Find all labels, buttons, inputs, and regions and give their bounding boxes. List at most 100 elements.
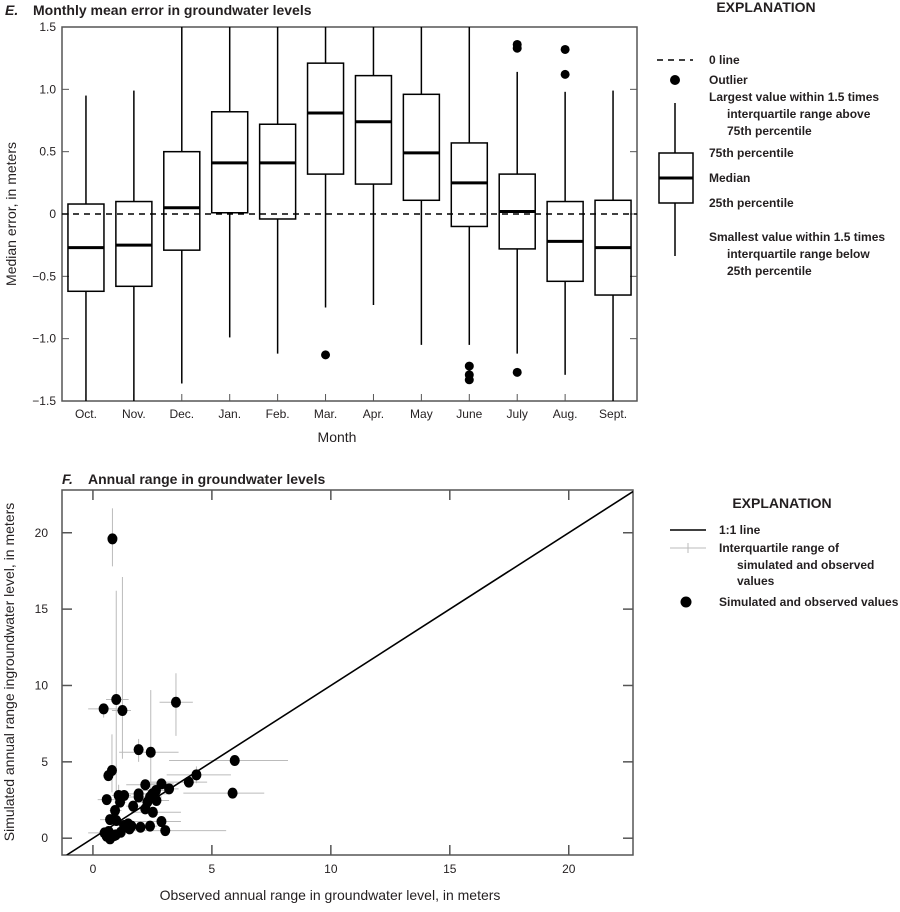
panel-f-title: Annual range in groundwater levels [88, 471, 325, 487]
panel-e-ylabel: Median error, in meters [3, 142, 19, 286]
box [450, 142, 489, 228]
legend-median: Median [709, 171, 750, 185]
data-point [156, 816, 167, 828]
x-tick-label: Nov. [122, 407, 146, 421]
data-point [164, 783, 175, 795]
legend-smallest-1: Smallest value within 1.5 times [709, 230, 885, 244]
panel-f: F. Annual range in groundwater levels Ob… [1, 471, 899, 903]
x-tick-label: Mar. [314, 407, 337, 421]
data-point [145, 791, 156, 803]
legend-point-symbol [680, 596, 692, 608]
y-tick-label: 0 [41, 831, 48, 845]
x-tick-label: Feb. [266, 407, 290, 421]
legend-zero-line-label: 0 line [709, 53, 740, 67]
panel-f-plot: 0 5 10 15 20 0 5 10 15 20 [35, 489, 634, 876]
x-tick-label: Sept. [599, 407, 627, 421]
data-point [111, 814, 122, 826]
x-tick-label: July [507, 407, 528, 421]
data-point [183, 776, 194, 788]
data-point [107, 533, 118, 545]
data-point [229, 754, 240, 766]
outlier-point [512, 39, 522, 49]
data-point [135, 821, 146, 833]
legend-smallest-2: interquartile range below [727, 247, 870, 261]
legend-heading: EXPLANATION [716, 0, 815, 15]
box [163, 150, 201, 251]
x-tick-label: 10 [324, 862, 338, 876]
legend-outlier-symbol [670, 75, 680, 85]
panel-e-plot: −1.5 −1.0 −0.5 0 0.5 1.0 1.5 Oct. Nov. Dec. Jan. Fe… [32, 20, 638, 421]
x-tick-label: 15 [443, 862, 457, 876]
box [306, 62, 345, 175]
panel-e: E. Monthly mean error in groundwater lev… [3, 0, 885, 445]
y-tick-label: 15 [35, 602, 49, 616]
data-point [140, 779, 151, 791]
y-tick-label: 0 [49, 207, 56, 221]
legend-iqr-2: simulated and observed [737, 558, 874, 572]
data-point [124, 823, 135, 835]
outlier-point [464, 361, 474, 371]
data-point [111, 694, 122, 706]
panel-f-letter: F. [62, 471, 73, 487]
plot-frame [61, 489, 634, 856]
legend-p25: 25th percentile [709, 196, 794, 210]
y-tick-label: 5 [41, 755, 48, 769]
data-point [115, 796, 126, 808]
outlier-point [560, 44, 570, 54]
x-tick-label: Dec. [169, 407, 194, 421]
data-point [170, 696, 181, 708]
x-tick-label: Jan. [218, 407, 241, 421]
plot-area [66, 490, 633, 855]
data-point [145, 746, 156, 758]
panel-e-legend: EXPLANATION 0 line Outlier Largest value… [657, 0, 885, 278]
data-point [101, 794, 112, 806]
panel-e-xlabel: Month [318, 429, 357, 445]
data-point [191, 769, 202, 781]
data-point [128, 800, 139, 812]
box [258, 123, 297, 220]
y-tick-label: 10 [35, 678, 49, 692]
data-point [140, 803, 151, 815]
legend-largest-3: 75th percentile [727, 124, 812, 138]
outlier-point [512, 367, 522, 377]
box [402, 93, 441, 202]
legend-largest-2: interquartile range above [727, 107, 871, 121]
x-tick-label: 20 [562, 862, 576, 876]
y-tick-label: 1.5 [39, 20, 56, 34]
y-tick-label: 0.5 [39, 145, 56, 159]
data-point [110, 829, 121, 841]
legend-heading: EXPLANATION [732, 495, 831, 511]
legend-iqr-3: values [737, 574, 775, 588]
data-point [147, 806, 158, 818]
panel-f-xlabel: Observed annual range in groundwater lev… [160, 887, 501, 903]
x-tick-label: May [410, 407, 433, 421]
one-to-one-line [66, 490, 633, 855]
x-tick-label: Apr. [363, 407, 384, 421]
data-point [133, 744, 144, 756]
data-point [160, 825, 171, 837]
data-point [227, 787, 238, 799]
y-tick-label: −0.5 [32, 269, 56, 283]
data-point [133, 791, 144, 803]
legend-p75: 75th percentile [709, 146, 794, 160]
box [354, 74, 393, 185]
data-point [145, 820, 156, 832]
legend-points-label: Simulated and observed values [719, 595, 899, 609]
data-point [103, 770, 114, 782]
panel-f-legend: EXPLANATION 1:1 line Interquartile range… [670, 495, 899, 609]
legend-iqr-1: Interquartile range of [719, 541, 840, 555]
x-tick-label: 5 [209, 862, 216, 876]
legend-one-to-one-label: 1:1 line [719, 523, 761, 537]
outlier-point [464, 375, 474, 385]
outlier-point [321, 350, 331, 360]
data-point [110, 805, 121, 817]
legend-largest-1: Largest value within 1.5 times [709, 90, 879, 104]
x-tick-label: 0 [90, 862, 97, 876]
x-tick-label: Aug. [553, 407, 578, 421]
panel-e-letter: E. [5, 2, 18, 18]
x-tick-label: June [456, 407, 482, 421]
data-point [98, 703, 109, 715]
y-tick-label: 20 [35, 526, 49, 540]
panel-e-title: Monthly mean error in groundwater levels [33, 2, 312, 18]
